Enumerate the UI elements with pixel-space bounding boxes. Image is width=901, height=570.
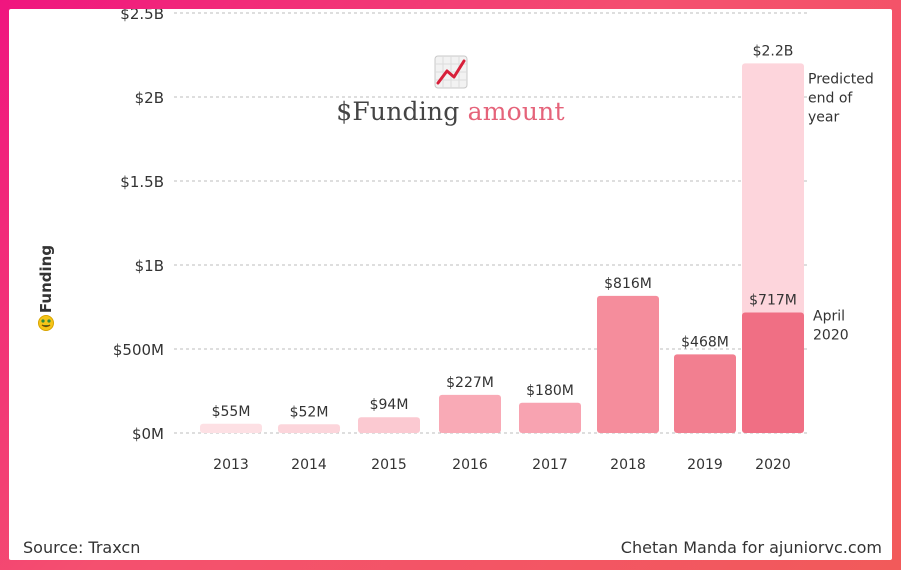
- x-tick-label: 2020: [755, 457, 791, 473]
- actual-annotation: 2020: [813, 328, 849, 344]
- bar: [278, 424, 340, 433]
- data-label: $227M: [446, 375, 494, 391]
- source-note: Source: Traxcn: [23, 538, 141, 557]
- x-tick-label: 2016: [452, 457, 488, 473]
- predicted-annotation: year: [808, 109, 839, 125]
- y-tick-label: $1B: [135, 257, 164, 275]
- bar: [674, 354, 736, 433]
- data-label: $816M: [604, 276, 652, 292]
- bar: [742, 312, 804, 433]
- credit-note: Chetan Manda for ajuniorvc.com: [620, 538, 882, 557]
- title-accent: amount: [467, 97, 565, 126]
- bar-chart: $0M $500M $1B $1.5B $2B $2.5B $55M 2013 $52M 2014…: [113, 9, 874, 473]
- bar: [439, 394, 501, 433]
- actual-annotation: April: [813, 309, 845, 325]
- bar: [358, 417, 420, 433]
- money-mouth-face-icon: [38, 315, 54, 335]
- chart-card: $Funding amount Funding $0M $500M $1B $1.5B…: [9, 9, 892, 560]
- data-label: $52M: [290, 404, 329, 420]
- predicted-annotation: Predicted: [808, 71, 874, 87]
- y-tick-label: $2.5B: [120, 9, 164, 23]
- x-tick-label: 2019: [687, 457, 723, 473]
- x-tick-label: 2015: [371, 457, 407, 473]
- x-tick-label: 2014: [291, 457, 327, 473]
- data-label: $717M: [749, 293, 797, 309]
- x-tick-label: 2017: [532, 457, 568, 473]
- predicted-annotation: end of: [808, 90, 853, 106]
- y-tick-label: $500M: [113, 341, 164, 359]
- data-label: $94M: [370, 397, 409, 413]
- data-label: $55M: [212, 404, 251, 420]
- bar: [200, 423, 262, 433]
- y-tick-label: $2B: [135, 89, 164, 107]
- data-label: $180M: [526, 383, 574, 399]
- chart-title: $Funding amount: [9, 97, 892, 126]
- y-tick-label: $0M: [132, 425, 164, 443]
- y-tick-label: $1.5B: [120, 173, 164, 191]
- chart-header: $Funding amount: [9, 55, 892, 126]
- data-label: $2.2B: [753, 43, 794, 59]
- data-label: $468M: [681, 334, 729, 350]
- x-tick-label: 2013: [213, 457, 249, 473]
- chart-increasing-icon: [434, 55, 467, 89]
- x-tick-label: 2018: [610, 457, 646, 473]
- y-axis-label: Funding: [36, 229, 56, 349]
- bar: [597, 295, 659, 433]
- bar: [519, 402, 581, 433]
- title-prefix: $Funding: [336, 97, 460, 126]
